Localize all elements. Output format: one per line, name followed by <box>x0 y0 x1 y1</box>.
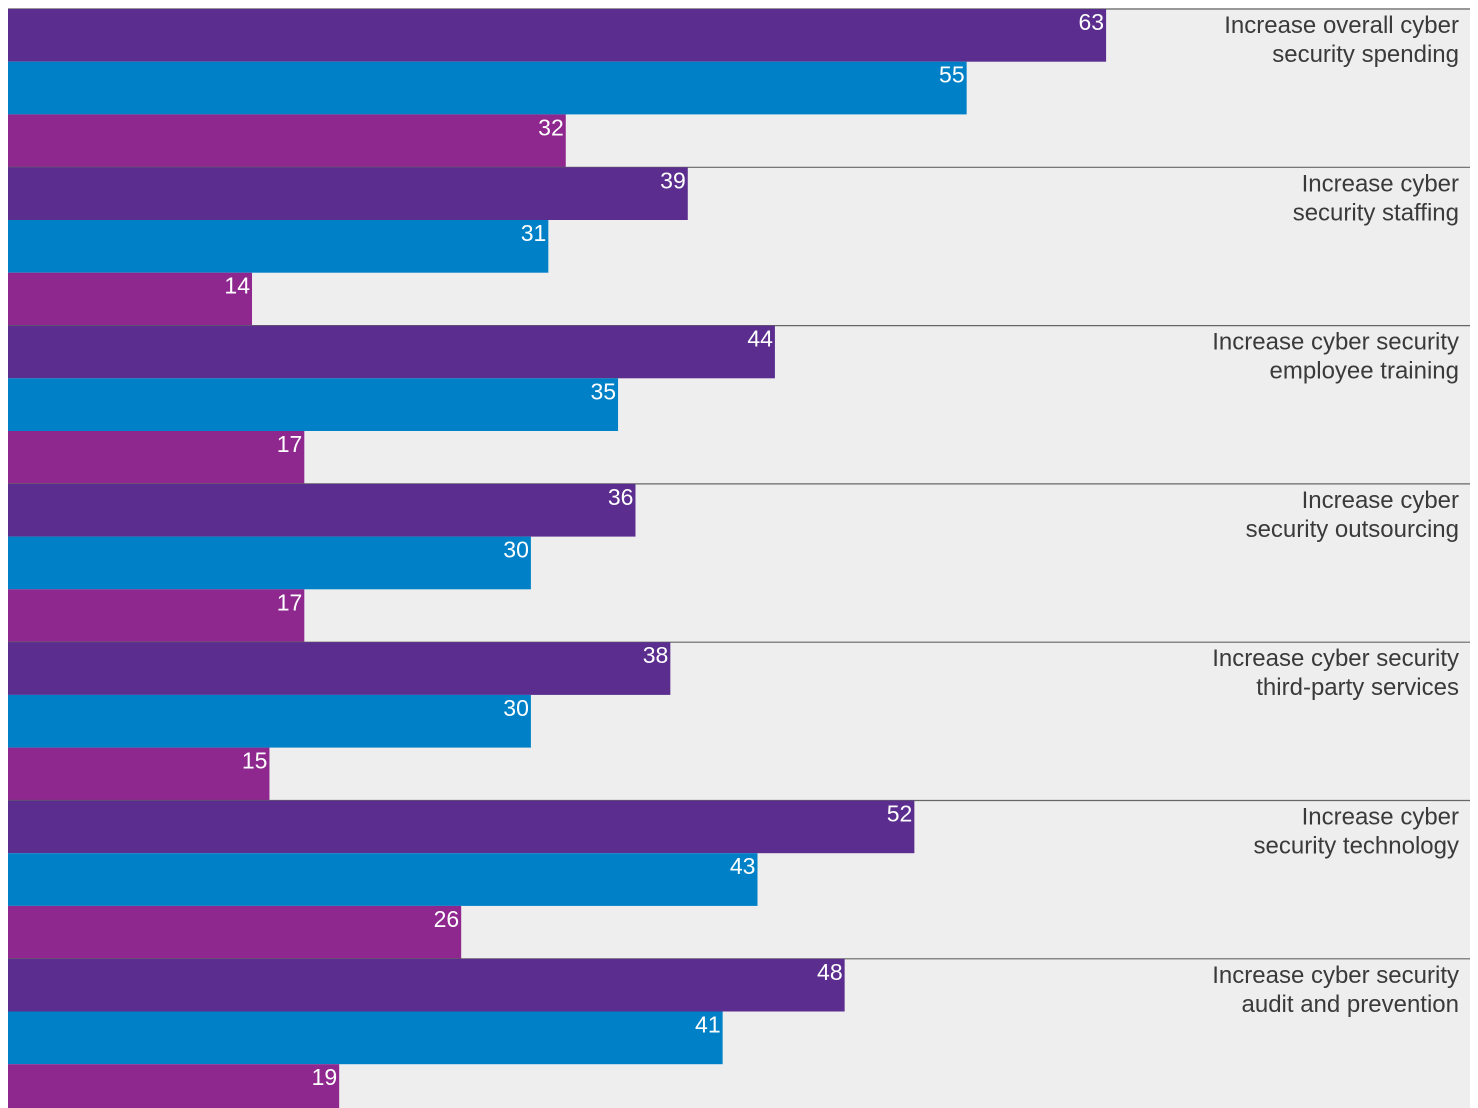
data-label: 48 <box>817 959 843 985</box>
data-label: 52 <box>887 801 913 827</box>
bar <box>8 483 636 537</box>
bar <box>8 694 531 748</box>
bar-group: 38 30 15 Increase cyber securitythird-party… <box>8 641 1470 801</box>
data-label: 17 <box>277 431 303 457</box>
bar <box>8 272 253 326</box>
category-label: employee training <box>1270 358 1459 385</box>
data-label: 44 <box>747 326 773 352</box>
bar <box>8 800 915 854</box>
category-label: Increase overall cyber <box>1224 12 1459 39</box>
category-label: security outsourcing <box>1246 516 1459 543</box>
bar <box>8 536 531 590</box>
data-label: 63 <box>1078 9 1104 35</box>
bar <box>8 747 270 801</box>
category-label: Increase cyber <box>1302 487 1459 514</box>
category-label: security technology <box>1254 833 1459 860</box>
category-label: Increase cyber security <box>1212 645 1459 672</box>
data-label: 41 <box>695 1012 721 1038</box>
bar <box>8 9 1107 62</box>
bar <box>8 905 462 959</box>
data-label: 39 <box>660 167 686 193</box>
bar <box>8 853 758 906</box>
bar <box>8 1064 340 1108</box>
data-label: 35 <box>590 378 616 404</box>
bar <box>8 431 305 484</box>
bar <box>8 61 967 115</box>
data-label: 43 <box>730 853 756 879</box>
bar <box>8 1011 723 1065</box>
category-label: Increase cyber security <box>1212 329 1459 356</box>
data-label: 31 <box>521 220 547 246</box>
data-label: 36 <box>608 484 634 510</box>
data-label: 19 <box>312 1064 338 1090</box>
data-label: 26 <box>434 906 460 932</box>
bar <box>8 114 566 168</box>
category-label: Increase cyber <box>1302 170 1459 197</box>
data-label: 30 <box>503 537 529 563</box>
data-label: 32 <box>538 114 564 140</box>
bar <box>8 378 619 431</box>
data-label: 17 <box>277 589 303 615</box>
category-label: security spending <box>1272 41 1459 68</box>
category-label: audit and prevention <box>1242 991 1460 1018</box>
bar <box>8 589 305 642</box>
category-label: Increase cyber security <box>1212 962 1459 989</box>
bar <box>8 167 688 220</box>
category-label: Increase cyber <box>1302 804 1459 831</box>
data-label: 15 <box>242 748 268 774</box>
bar <box>8 958 845 1012</box>
bar <box>8 642 671 695</box>
bar <box>8 325 775 379</box>
bar <box>8 220 549 273</box>
category-label: security staffing <box>1293 199 1459 226</box>
data-label: 14 <box>224 273 250 299</box>
data-label: 30 <box>503 695 529 721</box>
data-label: 38 <box>643 642 669 668</box>
data-label: 55 <box>939 62 965 88</box>
category-label: third-party services <box>1256 674 1459 701</box>
